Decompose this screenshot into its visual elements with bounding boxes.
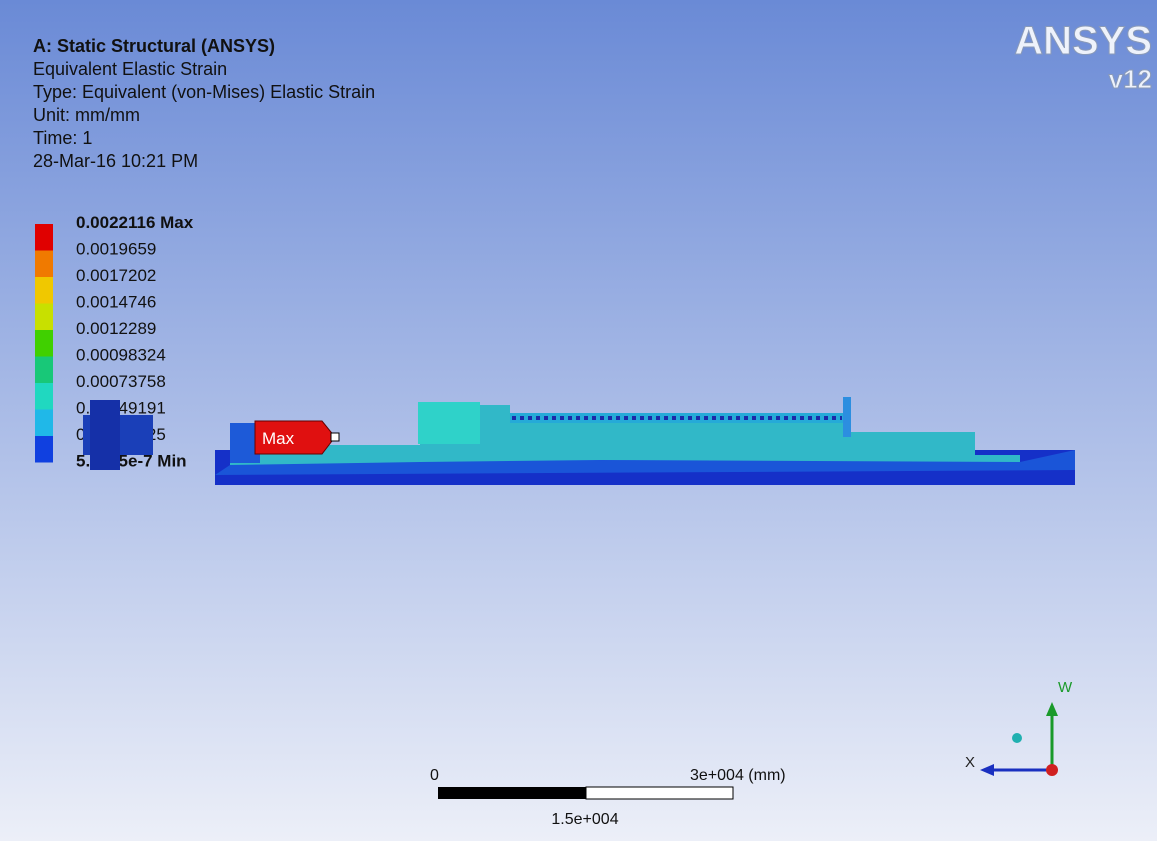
scale-end: 3e+004 (mm) bbox=[690, 767, 786, 784]
legend-swatch bbox=[35, 410, 53, 437]
scale-start: 0 bbox=[430, 767, 439, 784]
scale-white bbox=[586, 787, 733, 799]
model-block bbox=[418, 402, 480, 444]
scale-middle: 1.5e+004 bbox=[551, 811, 618, 828]
viewport: A: Static Structural (ANSYS) Equivalent E… bbox=[0, 0, 1157, 841]
triad-ball bbox=[1012, 733, 1022, 743]
legend-swatch bbox=[35, 330, 53, 357]
legend-label: 0.0012289 bbox=[76, 319, 156, 338]
legend-label: 0.00073758 bbox=[76, 372, 166, 391]
logo-version: v12 bbox=[1109, 64, 1152, 94]
legend-swatch bbox=[35, 436, 53, 463]
legend-label: 0.0019659 bbox=[76, 240, 156, 259]
header-line: A: Static Structural (ANSYS) bbox=[33, 36, 275, 56]
legend-swatch bbox=[35, 357, 53, 384]
header-line: 28-Mar-16 10:21 PM bbox=[33, 151, 198, 171]
triad-origin bbox=[1046, 764, 1058, 776]
scale-black bbox=[438, 787, 586, 799]
model-column bbox=[90, 400, 120, 470]
probe-label: Max bbox=[262, 429, 295, 448]
header-line: Type: Equivalent (von-Mises) Elastic Str… bbox=[33, 82, 375, 102]
logo-brand: ANSYS bbox=[1014, 19, 1152, 63]
page: A: Static Structural (ANSYS) Equivalent E… bbox=[0, 0, 1157, 846]
legend-swatch bbox=[35, 383, 53, 410]
legend-swatch bbox=[35, 224, 53, 251]
legend-label: 0.0014746 bbox=[76, 293, 156, 312]
max-probe: Max bbox=[255, 421, 339, 454]
header-line: Unit: mm/mm bbox=[33, 105, 140, 125]
legend-swatch bbox=[35, 277, 53, 304]
model-post bbox=[843, 397, 851, 437]
legend-swatch bbox=[35, 251, 53, 278]
legend-label: 0.00098324 bbox=[76, 346, 166, 365]
triad-x-label: X bbox=[965, 754, 975, 771]
legend-label: 0.00049191 bbox=[76, 399, 166, 418]
legend-label: 0.0017202 bbox=[76, 266, 156, 285]
legend-label: 0.0022116 Max bbox=[76, 213, 194, 232]
header-line: Equivalent Elastic Strain bbox=[33, 59, 227, 79]
header-line: Time: 1 bbox=[33, 128, 92, 148]
probe-point bbox=[331, 433, 339, 441]
legend-swatch bbox=[35, 304, 53, 331]
triad-w-label: W bbox=[1058, 679, 1073, 696]
